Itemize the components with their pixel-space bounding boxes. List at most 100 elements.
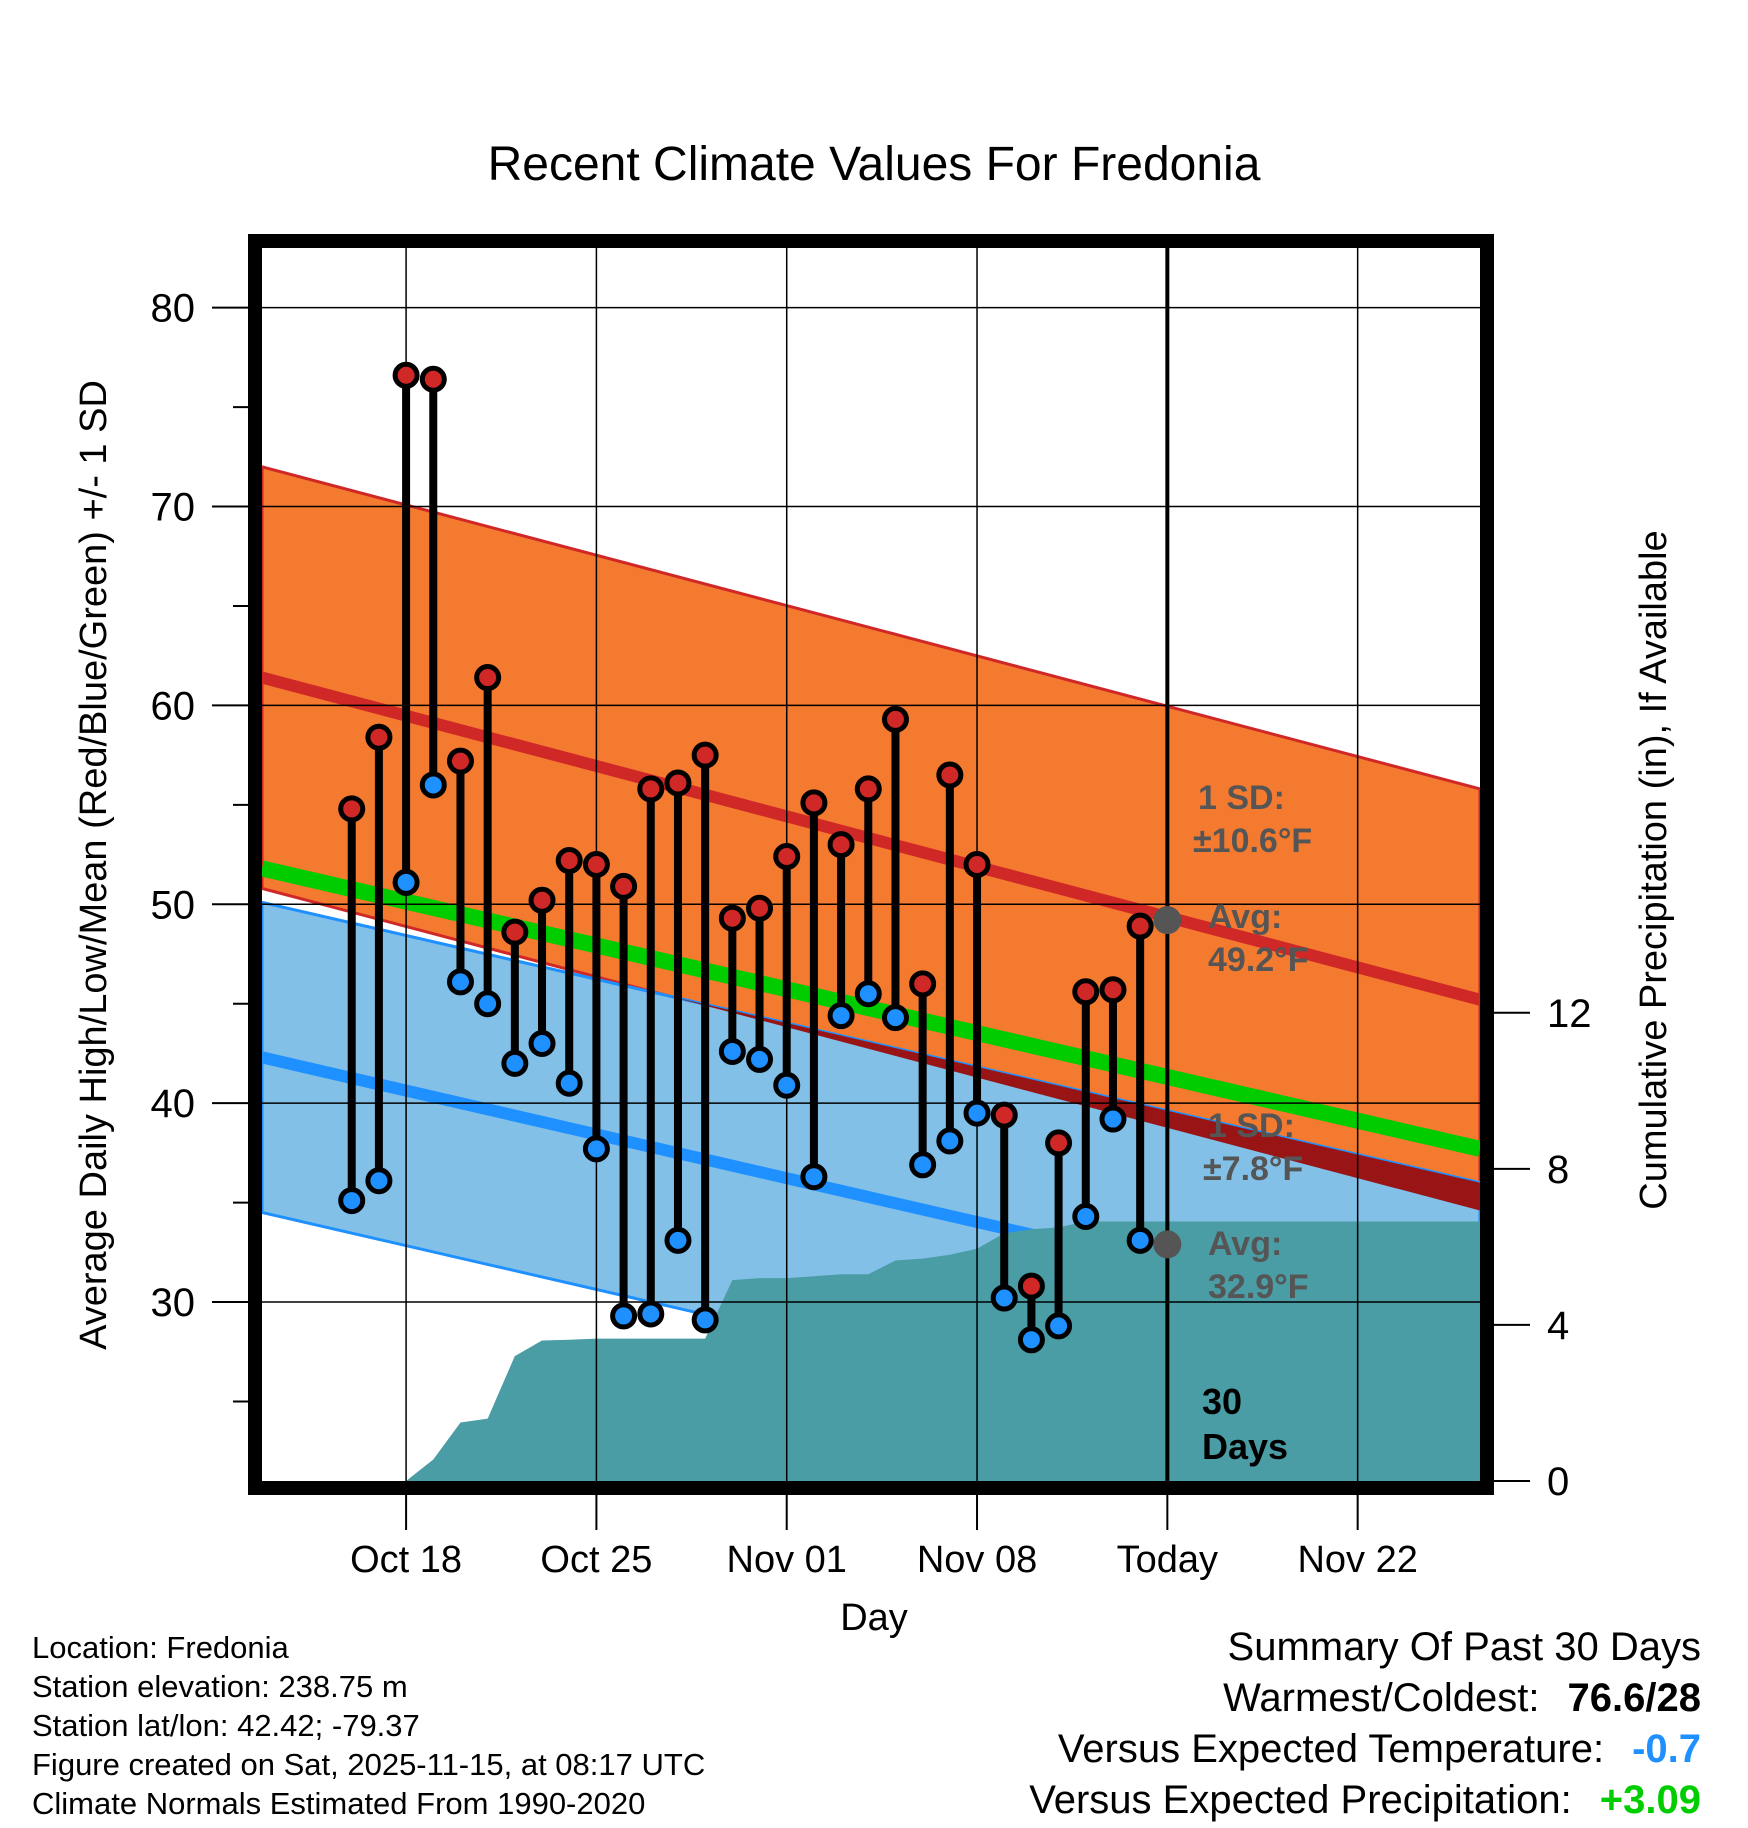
daily-low-point	[773, 1071, 801, 1099]
elevation-text: Station elevation: 238.75 m	[32, 1669, 408, 1704]
x-tick-label: Oct 25	[540, 1539, 652, 1581]
y-axis-title-right: Cumulative Precipitation (in), If Availa…	[1633, 530, 1675, 1209]
latlon-text: Station lat/lon: 42.42; -79.37	[32, 1708, 420, 1743]
daily-low-point	[338, 1187, 366, 1215]
precip-area	[406, 1221, 1480, 1481]
daily-low-point	[936, 1127, 964, 1155]
daily-high-point	[1072, 978, 1100, 1006]
y-tick-label-left: 60	[151, 684, 196, 728]
daily-low-point	[1072, 1203, 1100, 1231]
daily-high-point	[746, 894, 774, 922]
daily-low-point	[419, 771, 447, 799]
temp-value: -0.7	[1632, 1727, 1701, 1771]
daily-low-point	[1126, 1226, 1154, 1254]
y-tick-label-right: 8	[1547, 1148, 1569, 1192]
daily-high-point	[501, 918, 529, 946]
x-tick-label: Nov 08	[917, 1539, 1037, 1581]
daily-high-point	[854, 775, 882, 803]
daily-low-point	[582, 1135, 610, 1163]
summary-title: Summary Of Past 30 Days	[1227, 1625, 1701, 1669]
daily-high-point	[555, 847, 583, 875]
daily-low-point	[854, 980, 882, 1008]
low-avg-value: 32.9°F	[1208, 1268, 1309, 1306]
high-avg-label: Avg:	[1208, 898, 1282, 936]
x-tick-label: Today	[1117, 1539, 1218, 1581]
location-text: Location: Fredonia	[32, 1630, 289, 1665]
daily-low-point	[555, 1069, 583, 1097]
daily-low-point	[800, 1163, 828, 1191]
daily-low-point	[446, 968, 474, 996]
x-tick-label: Nov 22	[1297, 1539, 1417, 1581]
today-days-label: Days	[1202, 1426, 1288, 1467]
y-tick-label-right: 0	[1547, 1460, 1569, 1504]
daily-high-point	[392, 361, 420, 389]
summary-precip-row: Versus Expected Precipitation: +3.09	[801, 1775, 1701, 1826]
daily-high-point	[1045, 1129, 1073, 1157]
daily-low-point	[637, 1300, 665, 1328]
daily-high-point	[528, 886, 556, 914]
high-avg-value: 49.2°F	[1208, 941, 1309, 979]
daily-high-point	[881, 705, 909, 733]
high-sd-label: 1 SD:	[1198, 779, 1285, 817]
daily-high-point	[446, 747, 474, 775]
daily-low-point	[474, 990, 502, 1018]
daily-high-point	[637, 775, 665, 803]
daily-high-point	[909, 970, 937, 998]
y-tick-label-left: 40	[151, 1082, 196, 1126]
normal-mean-line	[262, 860, 1480, 1157]
daily-high-point	[419, 365, 447, 393]
y-axis-title-left: Average Daily High/Low/Mean (Red/Blue/Gr…	[73, 380, 115, 1350]
plot-frame	[248, 234, 1494, 1495]
sd-overlap-region	[668, 995, 1480, 1211]
daily-high-point	[718, 904, 746, 932]
daily-low-point	[664, 1226, 692, 1254]
daily-low-point	[746, 1045, 774, 1073]
daily-low-point	[392, 868, 420, 896]
low-sd-label: 1 SD:	[1208, 1107, 1295, 1145]
x-tick-label: Nov 01	[727, 1539, 847, 1581]
daily-low-point	[528, 1029, 556, 1057]
precip-value: +3.09	[1599, 1778, 1701, 1822]
daily-high-point	[1017, 1272, 1045, 1300]
x-tick-label: Oct 18	[350, 1539, 462, 1581]
daily-low-point	[1017, 1326, 1045, 1354]
daily-high-point	[773, 843, 801, 871]
chart-title: Recent Climate Values For Fredonia	[488, 138, 1261, 191]
daily-high-point	[582, 851, 610, 878]
normals-text: Climate Normals Estimated From 1990-2020	[32, 1786, 646, 1821]
today-days-number: 30	[1202, 1381, 1242, 1422]
daily-low-point	[827, 1002, 855, 1030]
daily-high-point	[800, 789, 828, 817]
warmest-label: Warmest/Coldest:	[1223, 1676, 1540, 1720]
today-low-normal-dot	[1153, 1230, 1182, 1259]
daily-high-point	[474, 664, 502, 692]
daily-high-point	[990, 1101, 1018, 1129]
daily-low-point	[718, 1037, 746, 1065]
precip-label: Versus Expected Precipitation:	[1029, 1778, 1572, 1822]
y-tick-label-left: 30	[151, 1281, 196, 1325]
daily-high-point	[1126, 912, 1154, 940]
daily-high-point	[963, 851, 991, 878]
created-text: Figure created on Sat, 2025-11-15, at 08…	[32, 1747, 706, 1782]
station-info: Location: Fredonia Station elevation: 23…	[32, 1628, 705, 1823]
summary-temp-row: Versus Expected Temperature: -0.7	[801, 1724, 1701, 1775]
daily-low-point	[501, 1049, 529, 1077]
daily-low-point	[365, 1167, 393, 1195]
daily-low-point	[963, 1099, 991, 1127]
daily-low-point	[909, 1151, 937, 1179]
daily-high-point	[610, 872, 638, 900]
daily-low-point	[881, 1004, 909, 1032]
daily-low-point	[691, 1306, 719, 1334]
y-tick-label-right: 4	[1547, 1304, 1569, 1348]
daily-low-point	[610, 1302, 638, 1330]
y-tick-label-left: 80	[151, 287, 196, 331]
summary-warmest-row: Warmest/Coldest: 76.6/28	[801, 1673, 1701, 1724]
daily-high-point	[365, 723, 393, 751]
summary-panel: Summary Of Past 30 Days Warmest/Coldest:…	[801, 1622, 1701, 1826]
daily-high-point	[936, 761, 964, 789]
temp-label: Versus Expected Temperature:	[1057, 1727, 1605, 1771]
y-tick-label-left: 50	[151, 883, 196, 927]
x-axis-title: Day	[840, 1597, 908, 1639]
y-tick-label-right: 12	[1547, 992, 1592, 1036]
